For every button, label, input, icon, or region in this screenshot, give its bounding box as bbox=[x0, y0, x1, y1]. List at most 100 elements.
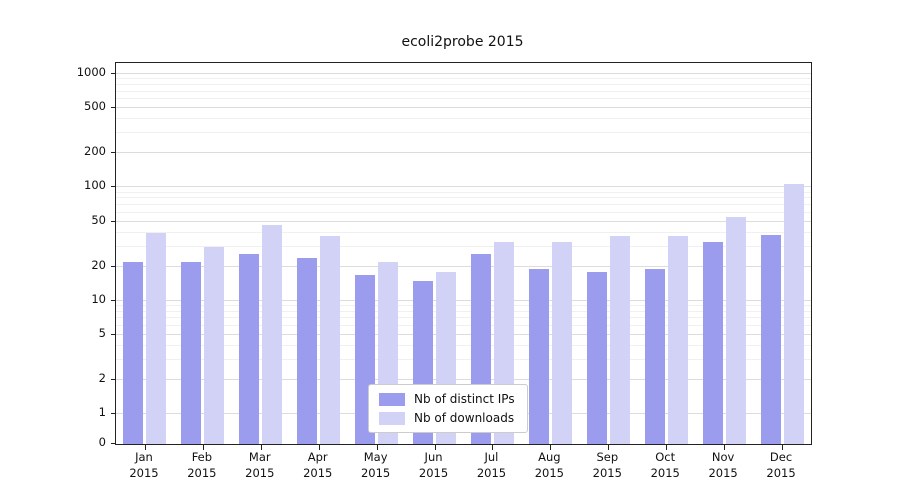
x-tick-label-nov: Nov 2015 bbox=[708, 450, 738, 480]
gridline-major bbox=[116, 73, 811, 75]
gridline-minor bbox=[116, 98, 811, 100]
bar-nb-of-distinct-ips-mar bbox=[239, 253, 260, 444]
y-tick-label: 0 bbox=[98, 435, 106, 449]
x-tick-label-sep: Sep 2015 bbox=[592, 450, 622, 480]
x-tick-label-jun: Jun 2015 bbox=[418, 450, 449, 480]
gridline-minor bbox=[116, 191, 811, 193]
x-tick-label-aug: Aug 2015 bbox=[534, 450, 565, 480]
gridline-minor bbox=[116, 118, 811, 120]
bar-nb-of-distinct-ips-feb bbox=[181, 261, 202, 444]
y-tick-label: 1 bbox=[98, 405, 106, 419]
y-tick-mark bbox=[111, 333, 116, 335]
legend-label-downloads: Nb of downloads bbox=[414, 411, 515, 425]
gridline-major bbox=[116, 333, 811, 335]
gridline-major bbox=[116, 265, 811, 267]
x-tick-mark bbox=[434, 445, 436, 450]
bar-nb-of-downloads-nov bbox=[725, 216, 746, 444]
legend-item-distinct-ips: Nb of distinct IPs bbox=[379, 392, 515, 406]
y-tick-label: 20 bbox=[91, 257, 106, 272]
y-tick-label: 2 bbox=[98, 370, 106, 385]
y-tick-label: 5 bbox=[98, 325, 106, 340]
gridline-major bbox=[116, 107, 811, 109]
gridline-major bbox=[116, 152, 811, 154]
gridline-major bbox=[116, 186, 811, 188]
bar-nb-of-distinct-ips-oct bbox=[644, 269, 665, 444]
gridline-minor bbox=[116, 310, 811, 312]
y-tick-mark bbox=[111, 265, 116, 267]
y-tick-mark bbox=[111, 220, 116, 222]
x-tick-mark bbox=[144, 445, 146, 450]
y-tick-label: 500 bbox=[84, 99, 106, 114]
x-tick-label-may: May 2015 bbox=[360, 450, 391, 480]
y-tick-label: 1000 bbox=[76, 65, 106, 80]
bar-nb-of-downloads-oct bbox=[667, 236, 688, 444]
legend-label-distinct-ips: Nb of distinct IPs bbox=[414, 392, 515, 406]
gridline-major bbox=[116, 220, 811, 222]
y-tick-mark bbox=[111, 107, 116, 109]
x-tick-label-apr: Apr 2015 bbox=[303, 450, 333, 480]
bar-nb-of-downloads-jan bbox=[146, 232, 167, 444]
x-tick-label-dec: Dec 2015 bbox=[766, 450, 796, 480]
bar-nb-of-downloads-dec bbox=[783, 183, 804, 444]
x-axis-tick-labels: Jan 2015 Feb 2015 Mar 2015 Apr 2015 May 2015 Jun 20… bbox=[115, 449, 810, 485]
bar-nb-of-downloads-mar bbox=[262, 224, 283, 444]
x-tick-mark bbox=[492, 445, 494, 450]
x-tick-mark bbox=[666, 445, 668, 450]
gridline-minor bbox=[116, 78, 811, 80]
bar-nb-of-downloads-aug bbox=[551, 241, 572, 444]
y-tick-label: 10 bbox=[91, 291, 106, 306]
bar-nb-of-distinct-ips-aug bbox=[528, 269, 549, 444]
x-tick-mark bbox=[260, 445, 262, 450]
gridline-major bbox=[116, 299, 811, 301]
gridline-minor bbox=[116, 317, 811, 319]
gridline-minor bbox=[116, 211, 811, 213]
y-tick-mark bbox=[111, 299, 116, 301]
bar-nb-of-distinct-ips-sep bbox=[586, 271, 607, 444]
legend: Nb of distinct IPs Nb of downloads bbox=[368, 384, 528, 433]
x-tick-mark bbox=[318, 445, 320, 450]
y-tick-label: 50 bbox=[91, 212, 106, 227]
y-axis-tick-labels: 0 1 2 5 10 20 50 100 200 500 1000 bbox=[0, 62, 106, 449]
y-tick-mark bbox=[111, 443, 116, 444]
y-tick-mark bbox=[111, 378, 116, 380]
chart-title: ecoli2probe 2015 bbox=[401, 34, 524, 50]
gridline-minor bbox=[116, 245, 811, 247]
bar-nb-of-distinct-ips-nov bbox=[702, 241, 723, 444]
y-tick-mark bbox=[111, 73, 116, 75]
gridline-major bbox=[116, 378, 811, 380]
y-tick-mark bbox=[111, 413, 116, 414]
x-tick-mark bbox=[782, 445, 784, 450]
gridline-minor bbox=[116, 358, 811, 360]
gridline-minor bbox=[116, 132, 811, 134]
y-tick-mark bbox=[111, 186, 116, 188]
gridline-minor bbox=[116, 90, 811, 92]
gridline-minor bbox=[116, 344, 811, 346]
bar-nb-of-downloads-feb bbox=[204, 246, 225, 444]
gridline-minor bbox=[116, 197, 811, 199]
legend-item-downloads: Nb of downloads bbox=[379, 411, 515, 425]
gridline-minor bbox=[116, 231, 811, 233]
x-tick-label-oct: Oct 2015 bbox=[650, 450, 680, 480]
bar-nb-of-distinct-ips-apr bbox=[297, 257, 318, 444]
bar-nb-of-distinct-ips-dec bbox=[760, 235, 781, 444]
x-tick-label-feb: Feb 2015 bbox=[187, 450, 217, 480]
legend-swatch-downloads bbox=[379, 411, 405, 425]
bar-nb-of-downloads-apr bbox=[320, 236, 341, 444]
gridline-minor bbox=[116, 203, 811, 205]
x-tick-label-jan: Jan 2015 bbox=[129, 450, 159, 480]
x-tick-label-mar: Mar 2015 bbox=[245, 450, 275, 480]
x-tick-mark bbox=[608, 445, 610, 450]
x-tick-mark bbox=[724, 445, 726, 450]
legend-swatch-distinct-ips bbox=[379, 392, 405, 406]
gridline-minor bbox=[116, 304, 811, 306]
x-tick-mark bbox=[376, 445, 378, 450]
bar-nb-of-distinct-ips-jan bbox=[123, 261, 144, 444]
x-tick-mark bbox=[202, 445, 204, 450]
bar-nb-of-downloads-sep bbox=[609, 236, 630, 444]
x-tick-label-jul: Jul 2015 bbox=[476, 450, 507, 480]
y-tick-mark bbox=[111, 152, 116, 154]
y-tick-label: 200 bbox=[84, 144, 106, 159]
gridline-minor bbox=[116, 324, 811, 326]
plot-area: Nb of distinct IPs Nb of downloads bbox=[111, 62, 812, 450]
